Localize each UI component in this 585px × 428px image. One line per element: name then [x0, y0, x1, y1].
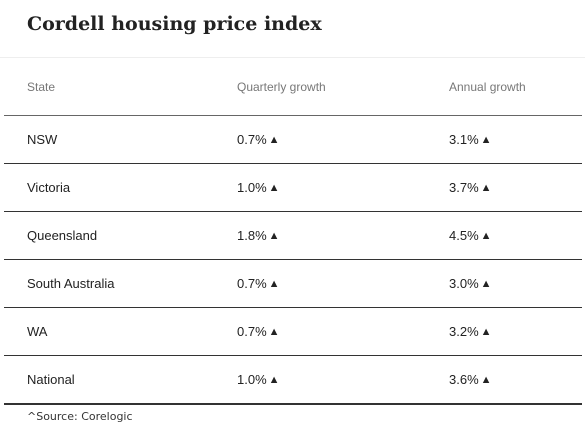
- quarterly-growth-cell: 0.7% ▲: [237, 116, 280, 163]
- annual-growth-cell: 3.0% ▲: [449, 260, 492, 307]
- annual-growth-value: 3.7%: [449, 180, 479, 195]
- up-triangle-icon: ▲: [268, 373, 280, 386]
- page-title: Cordell housing price index: [27, 13, 322, 35]
- table-row: WA 0.7% ▲ 3.2% ▲: [4, 308, 582, 356]
- annual-growth-cell: 3.1% ▲: [449, 116, 492, 163]
- annual-growth-value: 4.5%: [449, 228, 479, 243]
- title-divider: [0, 57, 585, 58]
- state-cell: Victoria: [27, 180, 71, 195]
- up-triangle-icon: ▲: [480, 373, 492, 386]
- up-triangle-icon: ▲: [480, 229, 492, 242]
- quarterly-growth-value: 1.0%: [237, 180, 267, 195]
- quarterly-growth-cell: 1.8% ▲: [237, 212, 280, 259]
- state-cell: National: [27, 372, 75, 387]
- annual-growth-cell: 3.7% ▲: [449, 164, 492, 211]
- quarterly-growth-cell: 1.0% ▲: [237, 356, 280, 403]
- column-header-state: State: [27, 79, 56, 94]
- state-cell: WA: [27, 324, 48, 339]
- price-index-table: State Quarterly growth Annual growth NSW…: [4, 58, 582, 405]
- table-row: Queensland 1.8% ▲ 4.5% ▲: [4, 212, 582, 260]
- table-row: NSW 0.7% ▲ 3.1% ▲: [4, 116, 582, 164]
- source-note: ^Source: Corelogic: [27, 410, 133, 423]
- quarterly-growth-cell: 0.7% ▲: [237, 308, 280, 355]
- quarterly-growth-cell: 1.0% ▲: [237, 164, 280, 211]
- quarterly-growth-cell: 0.7% ▲: [237, 260, 280, 307]
- up-triangle-icon: ▲: [268, 229, 280, 242]
- up-triangle-icon: ▲: [480, 181, 492, 194]
- up-triangle-icon: ▲: [268, 277, 280, 290]
- state-cell: Queensland: [27, 228, 98, 243]
- up-triangle-icon: ▲: [480, 133, 492, 146]
- annual-growth-cell: 3.6% ▲: [449, 356, 492, 403]
- quarterly-growth-value: 1.0%: [237, 372, 267, 387]
- annual-growth-value: 3.2%: [449, 324, 479, 339]
- annual-growth-value: 3.6%: [449, 372, 479, 387]
- up-triangle-icon: ▲: [268, 325, 280, 338]
- table-header-row: State Quarterly growth Annual growth: [4, 58, 582, 116]
- table-row: Victoria 1.0% ▲ 3.7% ▲: [4, 164, 582, 212]
- up-triangle-icon: ▲: [268, 181, 280, 194]
- annual-growth-cell: 4.5% ▲: [449, 212, 492, 259]
- table-body: NSW 0.7% ▲ 3.1% ▲ Victoria 1.0% ▲ 3.7% ▲ Queenslan…: [4, 116, 582, 405]
- up-triangle-icon: ▲: [480, 277, 492, 290]
- table-row: National 1.0% ▲ 3.6% ▲: [4, 356, 582, 405]
- state-cell: NSW: [27, 132, 58, 147]
- up-triangle-icon: ▲: [268, 133, 280, 146]
- state-cell: South Australia: [27, 276, 115, 291]
- annual-growth-cell: 3.2% ▲: [449, 308, 492, 355]
- quarterly-growth-value: 0.7%: [237, 324, 267, 339]
- annual-growth-value: 3.1%: [449, 132, 479, 147]
- column-header-quarterly-growth: Quarterly growth: [237, 79, 326, 94]
- annual-growth-value: 3.0%: [449, 276, 479, 291]
- column-header-annual-growth: Annual growth: [449, 79, 526, 94]
- table-row: South Australia 0.7% ▲ 3.0% ▲: [4, 260, 582, 308]
- quarterly-growth-value: 1.8%: [237, 228, 267, 243]
- quarterly-growth-value: 0.7%: [237, 132, 267, 147]
- quarterly-growth-value: 0.7%: [237, 276, 267, 291]
- up-triangle-icon: ▲: [480, 325, 492, 338]
